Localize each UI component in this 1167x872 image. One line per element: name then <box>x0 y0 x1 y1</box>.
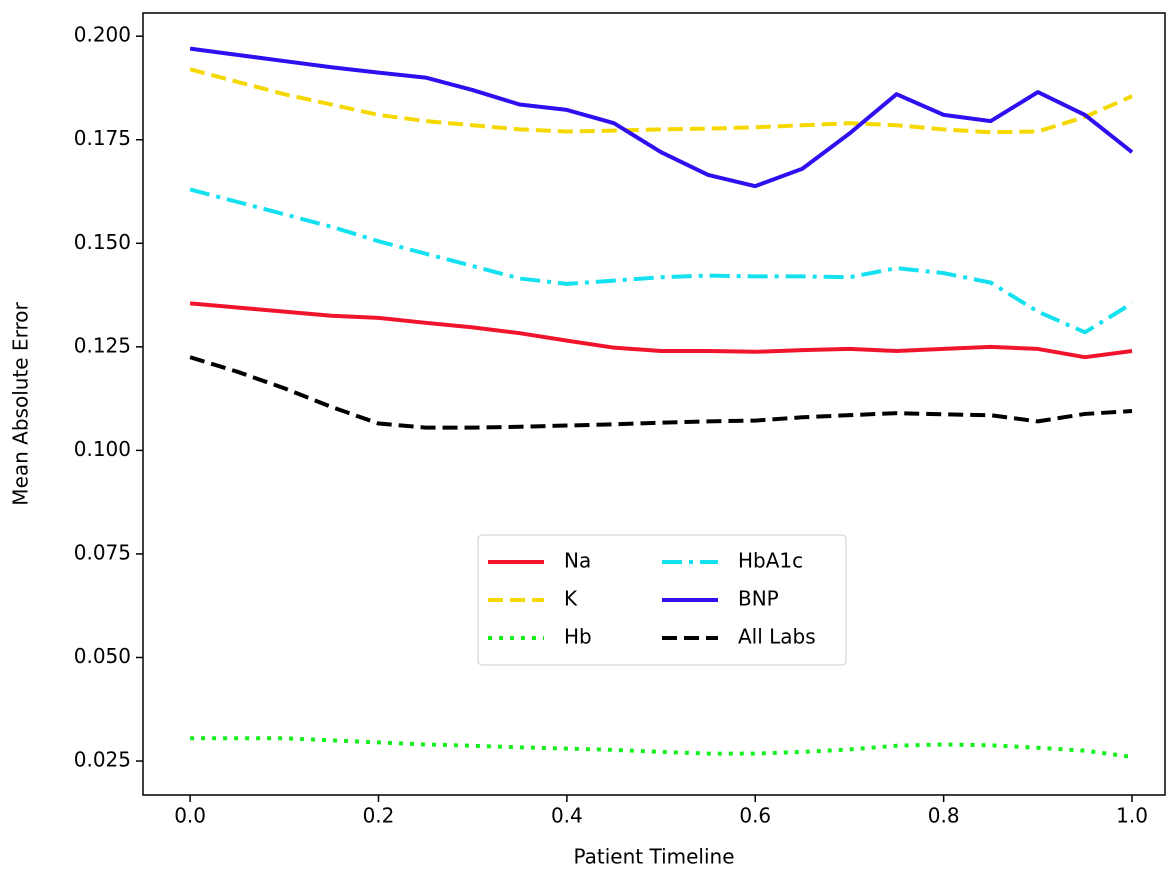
x-tick-label: 0.6 <box>739 804 771 828</box>
y-tick-label: 0.125 <box>74 333 131 357</box>
y-tick-label: 0.175 <box>74 126 131 150</box>
x-axis-label: Patient Timeline <box>573 845 734 869</box>
x-tick-label: 0.8 <box>928 804 960 828</box>
legend-label: HbA1c <box>738 549 803 573</box>
y-tick-label: 0.075 <box>74 540 131 564</box>
line-series <box>189 355 1133 430</box>
legend: Na K Hb HbA1c BNP All Labs <box>477 534 847 666</box>
line-series <box>189 301 1133 360</box>
legend-label: K <box>564 587 578 611</box>
x-tick-label: 1.0 <box>1116 804 1148 828</box>
line-series <box>189 46 1134 189</box>
y-tick-label: 0.200 <box>74 23 131 47</box>
y-tick-label: 0.050 <box>74 644 131 668</box>
legend-label: Na <box>564 549 591 573</box>
y-tick-label: 0.100 <box>74 437 131 461</box>
line-series <box>189 67 1133 135</box>
y-axis-label: Mean Absolute Error <box>9 302 33 506</box>
x-tick-label: 0.0 <box>174 804 206 828</box>
legend-label: Hb <box>564 625 592 649</box>
x-tick-label: 0.2 <box>363 804 395 828</box>
plot-frame <box>142 12 1166 796</box>
line-series <box>189 187 1134 335</box>
x-tick-label: 0.4 <box>551 804 583 828</box>
y-tick-label: 0.025 <box>74 748 131 772</box>
line-series <box>190 736 1133 759</box>
y-tick-label: 0.150 <box>74 230 131 254</box>
legend-label: All Labs <box>738 625 816 649</box>
legend-label: BNP <box>738 587 779 611</box>
